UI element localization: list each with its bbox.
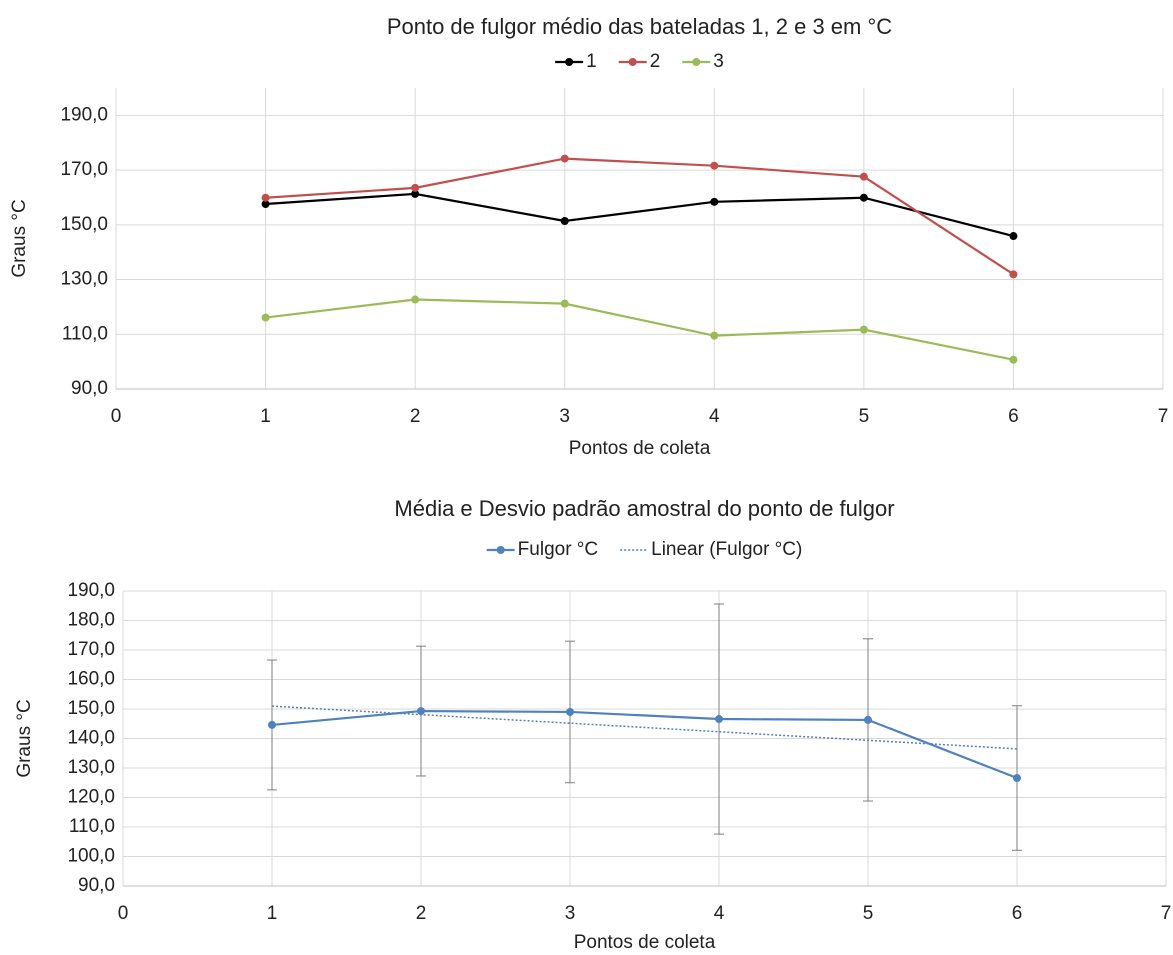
y-tick-label: 130,0 [67, 757, 115, 778]
data-point [710, 161, 719, 170]
data-point [710, 331, 719, 340]
y-tick-label: 160,0 [67, 669, 115, 690]
data-point [864, 715, 872, 724]
data-point [268, 720, 276, 729]
legend-dot [496, 546, 505, 554]
legend-dot [565, 58, 574, 66]
y-tick-label: 180,0 [67, 610, 115, 631]
series-line [265, 192, 1014, 238]
legend-label: 1 [586, 51, 597, 72]
y-tick-label: 110,0 [62, 323, 108, 344]
data-point [566, 707, 574, 716]
y-tick-label: 100,0 [67, 846, 115, 867]
x-tick-label: 7 [1158, 406, 1169, 427]
legend: Fulgor °C Linear (Fulgor °C) [486, 539, 802, 560]
y-tick-label: 90,0 [78, 875, 115, 896]
chart-title: Ponto de fulgor médio das bateladas 1, 2… [387, 14, 892, 39]
x-tick-label: 6 [1008, 406, 1019, 427]
data-point [1009, 232, 1018, 241]
data-point [1009, 355, 1018, 364]
x-tick-label: 4 [714, 903, 725, 924]
data-point [261, 193, 270, 202]
chart-title: Média e Desvio padrão amostral do ponto … [394, 496, 894, 521]
data-point [859, 172, 868, 181]
legend-dot [692, 58, 701, 66]
y-tick-label: 150,0 [67, 698, 115, 719]
data-point [560, 299, 569, 308]
data-point [1013, 774, 1021, 783]
x-axis-title: Pontos de coleta [569, 438, 711, 459]
legend-label: 3 [713, 51, 724, 72]
y-tick-label: 120,0 [67, 787, 115, 808]
legend: 1 2 3 [555, 51, 724, 72]
data-point [261, 200, 270, 209]
x-tick-label: 2 [410, 406, 421, 427]
data-point [560, 154, 569, 163]
data-point [859, 193, 868, 202]
x-tick-label: 6 [1012, 903, 1023, 924]
y-axis-title: Graus °C [14, 699, 35, 777]
y-tick-label: 150,0 [60, 214, 108, 235]
y-tick-label: 170,0 [60, 159, 108, 180]
legend-label: Fulgor °C [518, 539, 598, 560]
legend-dot [628, 58, 637, 66]
series-line [265, 298, 1014, 361]
x-tick-label: 3 [559, 406, 570, 427]
data-point [417, 707, 425, 716]
y-tick-label: 110,0 [69, 816, 115, 837]
y-tick-label: 190,0 [67, 580, 115, 601]
data-point [560, 216, 569, 225]
x-axis-title: Pontos de coleta [574, 932, 716, 953]
x-tick-label: 3 [565, 903, 576, 924]
data-point [411, 189, 420, 198]
y-tick-label: 140,0 [67, 728, 115, 749]
trendline [271, 705, 1018, 750]
legend-label: Linear (Fulgor °C) [651, 539, 802, 560]
series-line [265, 157, 1015, 276]
x-tick-label: 5 [863, 903, 874, 924]
x-tick-label: 4 [709, 406, 720, 427]
x-tick-label: 5 [859, 406, 870, 427]
data-point [261, 313, 270, 322]
data-point [411, 295, 420, 304]
x-tick-label: 1 [260, 406, 271, 427]
data-point [715, 715, 723, 724]
series-line [271, 709, 1018, 780]
data-point [411, 183, 420, 192]
y-tick-label: 170,0 [67, 639, 115, 660]
y-tick-label: 190,0 [60, 104, 108, 125]
data-point [710, 197, 719, 206]
x-tick-label: 0 [118, 903, 129, 924]
y-axis-title: Graus °C [9, 199, 30, 277]
x-tick-label: 7 [1161, 903, 1172, 924]
y-tick-label: 90,0 [71, 378, 108, 399]
data-point [1009, 270, 1018, 279]
x-tick-label: 2 [416, 903, 427, 924]
x-tick-label: 1 [267, 903, 278, 924]
y-tick-label: 130,0 [60, 269, 108, 290]
data-point [859, 325, 868, 334]
legend-label: 2 [650, 51, 661, 72]
x-tick-label: 0 [111, 406, 122, 427]
